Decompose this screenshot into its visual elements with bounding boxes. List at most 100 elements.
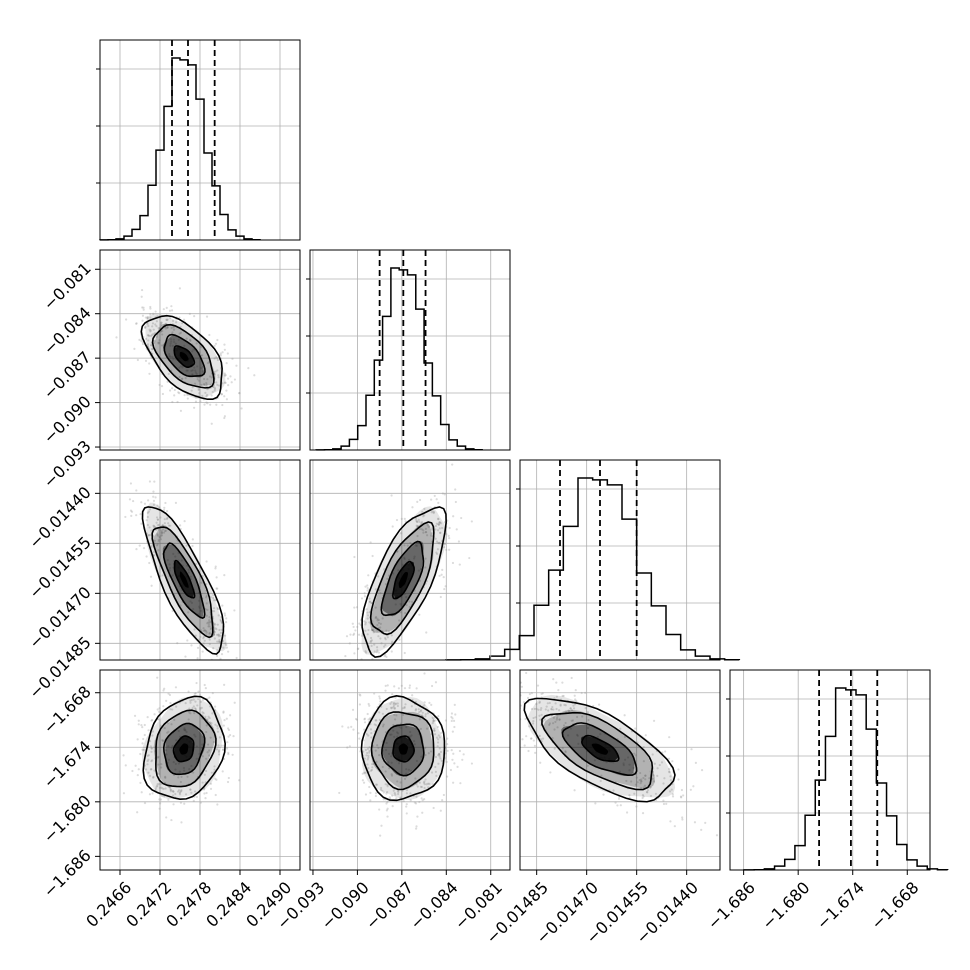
density-core: [398, 743, 409, 755]
scatter-point: [459, 782, 462, 785]
scatter-point: [223, 348, 226, 351]
scatter-point: [358, 622, 361, 625]
scatter-point: [137, 719, 140, 722]
scatter-point: [205, 594, 208, 597]
scatter-point: [183, 394, 186, 397]
scatter-point: [380, 786, 383, 790]
scatter-point: [390, 733, 393, 736]
scatter-point: [202, 635, 206, 639]
scatter-point: [358, 703, 362, 706]
scatter-point: [225, 646, 228, 649]
scatter-point: [623, 735, 627, 739]
scatter-point: [158, 339, 161, 342]
scatter-point: [421, 799, 424, 802]
scatter-point: [351, 708, 355, 711]
scatter-point: [164, 501, 167, 505]
scatter-point: [192, 799, 195, 802]
scatter-point: [400, 532, 403, 535]
scatter-point: [665, 802, 668, 805]
scatter-point: [417, 708, 420, 711]
scatter-point: [386, 684, 389, 687]
scatter-point: [662, 799, 665, 802]
scatter-point: [392, 729, 395, 732]
scatter-point: [148, 362, 151, 365]
scatter-point: [558, 718, 561, 721]
scatter-point: [439, 531, 442, 535]
scatter-point: [368, 621, 371, 624]
scatter-point: [430, 771, 434, 774]
scatter-point: [154, 787, 157, 790]
scatter-point: [200, 706, 203, 709]
scatter-point: [689, 788, 692, 791]
scatter-point: [455, 528, 458, 531]
scatter-point: [548, 722, 552, 725]
scatter-point: [358, 693, 361, 696]
scatter-point: [375, 651, 378, 654]
scatter-point: [173, 340, 176, 344]
scatter-point: [218, 384, 221, 387]
scatter-point: [194, 371, 197, 374]
scatter-point: [438, 521, 441, 524]
scatter-point: [163, 687, 166, 690]
scatter-point: [369, 641, 372, 644]
contour-line: [141, 506, 225, 655]
scatter-point: [166, 326, 169, 329]
scatter-point: [177, 391, 180, 394]
scatter-point: [525, 671, 528, 675]
scatter-point: [422, 529, 425, 532]
scatter-point: [143, 723, 146, 727]
scatter-point: [422, 531, 425, 534]
scatter-point: [168, 309, 172, 312]
scatter-point: [652, 719, 656, 722]
scatter-panel-3-1: [99, 459, 301, 661]
scatter-point: [555, 718, 558, 721]
scatter-point: [205, 614, 208, 617]
scatter-point: [574, 689, 577, 692]
scatter-point: [442, 793, 445, 797]
scatter-point: [206, 608, 209, 611]
scatter-point: [434, 770, 437, 773]
scatter-point: [599, 779, 602, 783]
scatter-point: [434, 528, 437, 531]
scatter-point: [425, 531, 428, 534]
panel-frame: [99, 459, 301, 661]
scatter-point: [146, 754, 149, 757]
scatter-point: [367, 734, 370, 737]
scatter-point: [139, 781, 142, 784]
scatter-point: [348, 745, 351, 748]
scatter-point: [618, 770, 621, 773]
scatter-point: [156, 533, 159, 536]
scatter-point: [410, 769, 413, 773]
scatter-point: [644, 734, 647, 737]
scatter-point: [430, 534, 433, 537]
scatter-point: [415, 759, 419, 763]
scatter-point: [544, 708, 547, 711]
scatter-point: [386, 785, 389, 788]
scatter-point: [524, 717, 527, 721]
scatter-point: [599, 733, 602, 736]
scatter-point: [196, 646, 200, 649]
scatter-point: [227, 735, 230, 738]
scatter-point: [365, 754, 368, 757]
contour-line: [370, 711, 435, 791]
scatter-point: [391, 640, 394, 643]
scatter-point: [235, 364, 238, 367]
scatter-point: [557, 709, 561, 712]
scatter-point: [146, 759, 149, 763]
scatter-point: [470, 762, 474, 765]
scatter-point: [161, 739, 164, 742]
scatter-point: [410, 705, 413, 708]
scatter-point: [150, 584, 153, 587]
scatter-point: [193, 712, 196, 715]
scatter-point: [715, 834, 719, 837]
scatter-point: [157, 540, 160, 543]
scatter-point: [199, 700, 202, 703]
scatter-point: [404, 520, 407, 523]
scatter-point: [177, 338, 180, 341]
scatter-point: [387, 761, 390, 764]
scatter-point: [216, 338, 219, 342]
scatter-point: [222, 748, 225, 751]
scatter-point: [159, 798, 163, 801]
scatter-point: [214, 793, 217, 797]
scatter-point: [364, 621, 367, 624]
